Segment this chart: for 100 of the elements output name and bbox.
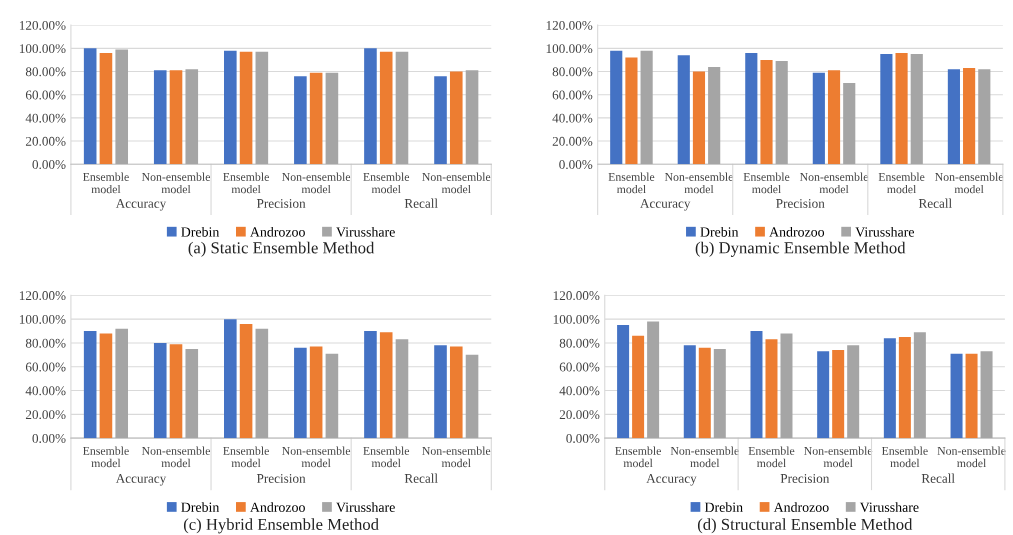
y-tick-label: 40.00%	[559, 386, 600, 396]
bar	[224, 319, 237, 439]
bar	[115, 328, 129, 439]
bar	[255, 328, 269, 439]
bar	[843, 83, 856, 165]
text: Accuracy	[115, 199, 167, 211]
bar	[115, 49, 129, 165]
bar	[978, 69, 991, 165]
bar	[708, 66, 721, 165]
legend-label: Androzoo	[250, 226, 305, 237]
bar	[325, 353, 339, 439]
bar	[153, 342, 167, 439]
bar	[832, 350, 845, 439]
y-tick-label: 20.00%	[25, 136, 66, 146]
bar	[617, 325, 630, 439]
x-tick-label: Ensemble model	[608, 172, 655, 194]
bar	[817, 351, 830, 439]
y-tick-label: 120.00%	[19, 291, 66, 301]
x-tick-label: Non-ensemble model	[935, 172, 1004, 194]
bar	[910, 54, 923, 165]
y-tick-label: 120.00%	[19, 20, 66, 30]
bar	[698, 347, 711, 439]
x-tick-label: Non-ensemble model	[141, 446, 211, 468]
y-tick-label: 80.00%	[25, 338, 66, 348]
bar	[449, 346, 463, 439]
bar	[765, 339, 778, 439]
y-tick-label: 20.00%	[559, 410, 600, 420]
x-tick-label: Non-ensemble model	[670, 446, 739, 468]
text: Precision	[256, 474, 306, 483]
bar	[683, 345, 696, 439]
y-tick-label: 80.00%	[559, 338, 600, 348]
text: Precision	[776, 199, 825, 208]
bar	[153, 70, 167, 165]
y-tick-label: 0.00%	[32, 160, 66, 170]
bar	[898, 336, 911, 439]
text: (a) Static Ensemble Method	[188, 241, 375, 257]
y-tick-label: 40.00%	[25, 113, 66, 123]
bar	[99, 333, 113, 439]
bar	[239, 323, 253, 439]
bar	[395, 51, 409, 165]
y-tick-label: 60.00%	[559, 362, 600, 372]
legend-label: Drebin	[181, 502, 220, 512]
bar	[395, 339, 409, 439]
legend-label: Virusshare	[855, 226, 915, 237]
x-tick-label: Ensemble model	[881, 446, 928, 468]
y-tick-label: 0.00%	[566, 433, 600, 443]
x-tick-label: Non-ensemble model	[422, 172, 491, 194]
x-tick-label: Non-ensemble model	[282, 172, 351, 194]
y-tick-label: 60.00%	[25, 90, 66, 100]
bar	[632, 335, 645, 439]
bar	[677, 55, 690, 165]
bar	[913, 332, 926, 439]
bar	[965, 353, 978, 439]
text: Recall	[918, 198, 952, 208]
bar	[364, 331, 377, 439]
bar	[750, 331, 763, 439]
bar	[812, 72, 825, 165]
bar	[625, 57, 638, 165]
bar	[379, 51, 393, 165]
bar	[780, 333, 793, 439]
y-tick-label: 100.00%	[546, 44, 593, 54]
text: (b) Dynamic Ensemble Method	[695, 241, 906, 257]
bar	[775, 61, 788, 165]
y-tick-label: 60.00%	[552, 90, 593, 100]
text: Accuracy	[640, 199, 691, 211]
bar	[255, 51, 269, 165]
legend-label: Drebin	[700, 226, 739, 237]
bar	[827, 70, 841, 165]
bar	[847, 345, 860, 439]
y-tick-label: 40.00%	[552, 113, 593, 123]
legend-label: Drebin	[704, 502, 743, 512]
bar	[465, 354, 479, 439]
legend-label: Virusshare	[859, 502, 919, 513]
x-tick-label: Ensemble model	[748, 446, 795, 468]
bar	[364, 48, 377, 165]
x-tick-label: Ensemble model	[83, 172, 129, 194]
y-tick-label: 20.00%	[25, 410, 66, 420]
x-tick-label: Non-ensemble model	[804, 446, 873, 468]
legend-label: Drebin	[181, 226, 220, 237]
bar	[947, 69, 960, 165]
x-tick-label: Non-ensemble model	[799, 172, 869, 194]
y-tick-label: 120.00%	[553, 291, 600, 301]
x-tick-label: Non-ensemble model	[937, 446, 1006, 468]
x-tick-label: Ensemble model	[223, 172, 269, 194]
x-tick-label: Ensemble model	[878, 172, 925, 194]
bar	[880, 54, 893, 165]
bar	[647, 321, 660, 439]
bar	[895, 52, 908, 165]
bar	[185, 348, 199, 439]
y-tick-label: 0.00%	[32, 433, 66, 443]
x-tick-label: Ensemble model	[363, 172, 410, 194]
text: (c) Hybrid Ensemble Method	[183, 518, 379, 534]
legend-label: Androzoo	[769, 226, 825, 237]
text: Recall	[404, 473, 438, 483]
text: (d) Structural Ensemble Method	[697, 518, 913, 534]
bar	[294, 347, 307, 439]
text: Precision	[256, 199, 306, 208]
text: Recall	[921, 473, 955, 483]
legend-label: Androzoo	[773, 502, 829, 512]
y-tick-label: 100.00%	[19, 44, 66, 54]
